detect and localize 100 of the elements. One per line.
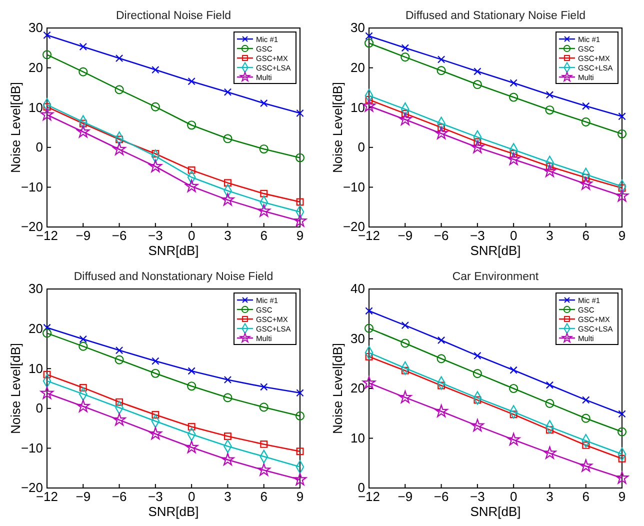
point xyxy=(224,432,232,440)
x-tick-label: −6 xyxy=(434,489,449,504)
x-tick-label: −3 xyxy=(470,489,485,504)
y-tick-label: 0 xyxy=(36,140,43,155)
y-tick-label: 20 xyxy=(350,60,365,75)
point xyxy=(615,189,629,202)
point xyxy=(187,120,196,130)
point xyxy=(78,67,88,76)
point xyxy=(79,384,87,392)
point xyxy=(543,446,556,459)
point xyxy=(115,346,124,354)
point xyxy=(509,92,518,102)
point xyxy=(188,367,196,375)
point xyxy=(150,368,160,378)
y-tick-label: 20 xyxy=(350,380,365,396)
point xyxy=(510,366,518,374)
point xyxy=(509,384,518,394)
x-tick-label: −6 xyxy=(112,489,127,504)
x-axis-title: SNR[dB] xyxy=(148,243,199,258)
point xyxy=(43,31,51,40)
point xyxy=(364,38,374,48)
point xyxy=(293,472,307,486)
point xyxy=(43,324,51,332)
point xyxy=(296,109,304,118)
point xyxy=(116,398,123,406)
y-tick-label: 30 xyxy=(28,20,43,36)
point xyxy=(185,180,198,192)
point xyxy=(150,102,160,112)
point xyxy=(260,190,268,198)
point xyxy=(224,376,232,384)
point xyxy=(364,324,374,333)
y-tick-label: 0 xyxy=(36,400,43,416)
point xyxy=(581,117,590,126)
point xyxy=(148,426,162,440)
y-axis-title: Noise Level[dB] xyxy=(8,342,23,434)
point xyxy=(115,54,124,62)
point xyxy=(76,400,90,412)
chart-title: Directional Noise Field xyxy=(116,10,232,22)
point xyxy=(398,390,412,404)
point xyxy=(257,204,270,217)
point xyxy=(40,386,54,399)
point xyxy=(507,152,520,166)
chart-title: Diffused and Stationary Noise Field xyxy=(405,10,586,22)
point xyxy=(436,66,446,76)
point xyxy=(112,413,126,426)
point xyxy=(618,454,626,462)
point xyxy=(221,193,234,206)
point xyxy=(434,126,448,140)
y-tick-label: 30 xyxy=(28,281,43,296)
point xyxy=(114,355,124,364)
x-tick-label: 3 xyxy=(224,228,232,244)
x-tick-label: 3 xyxy=(546,228,554,244)
point xyxy=(223,393,232,402)
x-tick-label: −3 xyxy=(470,228,485,244)
point xyxy=(401,321,409,330)
x-tick-label: −6 xyxy=(434,228,449,244)
point xyxy=(223,134,232,144)
x-tick-label: 0 xyxy=(188,228,196,244)
x-tick-label: 9 xyxy=(618,489,626,504)
y-tick-label: 30 xyxy=(350,330,365,346)
point xyxy=(546,91,554,99)
x-tick-label: 9 xyxy=(618,228,626,244)
point xyxy=(114,85,124,94)
x-tick-label: 9 xyxy=(296,489,304,504)
point xyxy=(474,68,482,76)
point xyxy=(188,77,196,86)
point xyxy=(434,404,448,418)
point xyxy=(617,427,627,436)
x-tick-label: 6 xyxy=(260,228,268,244)
point xyxy=(185,440,198,454)
y-tick-label: 10 xyxy=(28,100,43,115)
x-tick-label: 3 xyxy=(224,489,232,504)
point xyxy=(470,140,484,154)
point xyxy=(474,352,482,360)
point xyxy=(257,463,270,476)
point xyxy=(112,142,126,156)
point xyxy=(579,177,592,190)
y-tick-label: 40 xyxy=(350,281,365,296)
point xyxy=(221,452,234,466)
x-tick-label: 0 xyxy=(510,228,518,244)
point xyxy=(401,110,409,118)
point xyxy=(510,79,518,87)
chart-title: Car Environment xyxy=(452,271,540,283)
point xyxy=(260,383,268,391)
point xyxy=(398,112,412,126)
point xyxy=(224,179,232,187)
point xyxy=(400,338,410,348)
point xyxy=(260,99,268,108)
x-axis-title: SNR[dB] xyxy=(148,504,199,519)
point xyxy=(296,448,304,456)
y-tick-label: 10 xyxy=(350,430,365,446)
y-axis-title: Noise Level[dB] xyxy=(330,82,345,174)
x-tick-label: 6 xyxy=(582,489,590,504)
y-tick-label: 20 xyxy=(28,320,43,336)
x-tick-label: −9 xyxy=(398,228,413,244)
point xyxy=(615,471,629,484)
point xyxy=(152,66,160,74)
y-tick-label: −10 xyxy=(342,179,365,194)
y-axis-title: Noise Level[dB] xyxy=(330,342,345,434)
x-tick-label: 0 xyxy=(188,489,196,504)
